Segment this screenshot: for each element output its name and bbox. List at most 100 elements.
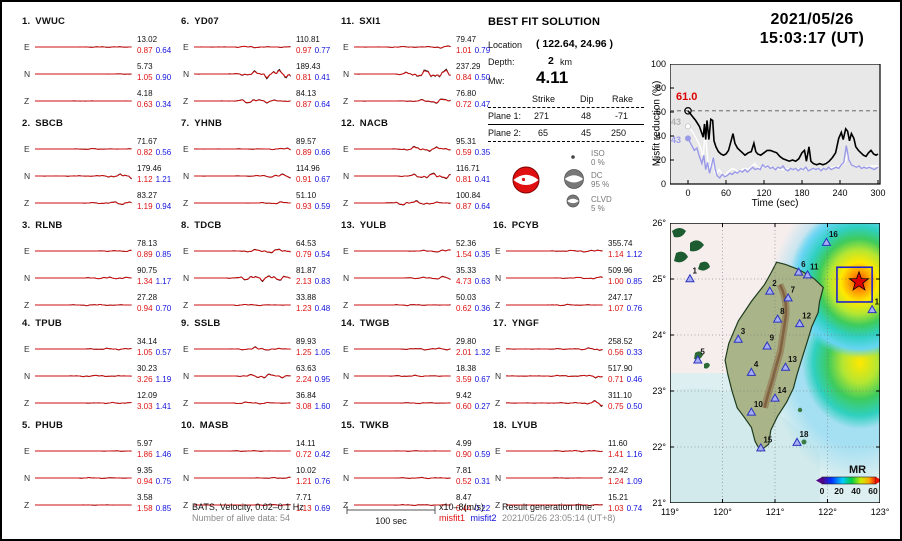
misfit2-value: 0.64: [474, 202, 491, 211]
amplitude-value: 89.93: [296, 337, 317, 346]
misfit-xtick: 300: [870, 188, 886, 198]
misfit2-value: 0.56: [155, 148, 172, 157]
station-marker: [770, 393, 780, 402]
waveform-trace: [35, 450, 132, 452]
misfit1-value: 0.75: [608, 402, 624, 411]
station-header: 15. TWKB: [341, 420, 390, 431]
component-label: E: [183, 144, 189, 154]
trace-values: 36.84 3.08 1.60: [296, 390, 336, 412]
station-code: YHNB: [194, 118, 222, 129]
component-row: N 30.23 3.26 1.19: [20, 363, 177, 389]
misfit1-value: 1.07: [608, 304, 624, 313]
misfit2-value: 1.05: [314, 348, 331, 357]
amplitude-unit-block: x10–8(m/s) misfit1 misfit2: [439, 502, 497, 524]
waveform-trace: [354, 98, 451, 104]
waveform-trace: [506, 504, 603, 507]
component-label: N: [24, 473, 31, 483]
waveform-trace: [506, 399, 603, 407]
misfit1-value: 0.71: [608, 375, 624, 384]
misfit2-legend: misfit2: [470, 513, 497, 523]
amplitude-value: 78.13: [137, 239, 158, 248]
amplitude-value: 9.35: [137, 466, 153, 475]
moment-term-name: DC: [591, 171, 603, 180]
misfit2-value: 1.46: [155, 450, 172, 459]
component-row: N 5.73 1.05 0.90: [20, 61, 177, 87]
waveform-trace: [35, 347, 132, 351]
component-row: Z 12.09 3.03 1.41: [20, 390, 177, 416]
misfit-ytick: 100: [650, 59, 666, 69]
trace-values: 3.58 1.58 0.85: [137, 492, 177, 514]
amplitude-value: 8.47: [456, 493, 472, 502]
misfit-values: 0.63 0.34: [137, 99, 177, 110]
misfit1-value: 0.62: [456, 304, 472, 313]
amplitude-value: 3.58: [137, 493, 153, 502]
col-rake: Rake: [612, 94, 634, 104]
station-marker: [794, 318, 805, 328]
misfit2-value: 1.09: [626, 477, 643, 486]
component-row: E 29.80 2.01 1.32: [339, 336, 496, 362]
trace-values: 116.71 0.81 0.41: [456, 163, 496, 185]
misfit-xtick: 0: [685, 188, 691, 198]
station-marker-label: 11: [810, 263, 819, 272]
moment-term-name: ISO: [591, 149, 605, 158]
component-label: N: [24, 171, 31, 181]
station-header: 11. SXI1: [341, 16, 381, 27]
component-label: E: [24, 344, 30, 354]
misfit-xtick: 240: [832, 188, 848, 198]
component-label: Z: [183, 198, 189, 208]
amplitude-value: 71.67: [137, 137, 158, 146]
misfit1-value: 1.05: [137, 348, 153, 357]
trace-values: 189.43 0.81 0.41: [296, 61, 336, 83]
station-code: NACB: [359, 118, 389, 129]
misfit-values: 0.90 0.59: [456, 449, 496, 460]
trace-values: 78.13 0.89 0.85: [137, 238, 177, 260]
misfit2-value: 0.67: [474, 375, 491, 384]
search-area-box: [836, 266, 873, 303]
misfit1-value: 0.91: [296, 175, 312, 184]
station-header: 3. RLNB: [22, 220, 63, 231]
waveform-trace: [354, 68, 451, 78]
trace-values: 509.96 1.00 0.85: [608, 265, 648, 287]
component-label: E: [495, 344, 501, 354]
misfit-values: 1.05 0.90: [137, 72, 177, 83]
component-row: N 116.71 0.81 0.41: [339, 163, 496, 189]
station-marker-label: 1: [692, 267, 697, 276]
component-row: N 509.96 1.00 0.85: [491, 265, 648, 291]
colorbar-tick: 40: [851, 486, 861, 496]
plane1-dip: 48: [581, 111, 592, 121]
misfit1-value: 0.81: [296, 73, 312, 82]
amplitude-value: 29.80: [456, 337, 477, 346]
component-row: Z 15.21 1.03 0.74: [491, 492, 648, 518]
misfit-values: 4.73 0.63: [456, 276, 496, 287]
moment-term-pct: 0 %: [591, 158, 605, 167]
component-row: E 79.47 1.01 0.79: [339, 34, 496, 60]
component-label: Z: [343, 300, 349, 310]
misfit2-value: 0.54: [314, 250, 331, 259]
waveform-trace: [35, 73, 132, 75]
component-row: Z 7.71 1.13 0.69: [179, 492, 336, 518]
station-header: 8. TDCB: [181, 220, 222, 231]
mw-value: 4.11: [536, 68, 569, 87]
waveform-trace: [35, 100, 132, 102]
waveform-grid: 1. VWUC E 13.02 0.87 0.64 N 5.73 1.05 0.90 Z 4.18 0…: [2, 2, 662, 513]
misfit-values: 0.89 0.66: [296, 147, 336, 158]
component-label: Z: [183, 500, 189, 510]
misfit-xtick: 60: [720, 188, 731, 198]
misfit1-value: 2.01: [456, 348, 472, 357]
misfit-values: 0.52 0.31: [456, 476, 496, 487]
component-row: N 9.35 0.94 0.75: [20, 465, 177, 491]
misfit2-value: 0.46: [626, 375, 643, 384]
amplitude-value: 84.13: [296, 89, 317, 98]
misfit2-value: 0.74: [626, 504, 643, 513]
station-marker-label: 18: [800, 430, 809, 439]
waveform-trace: [354, 450, 451, 452]
trace-values: 179.46 1.12 1.21: [137, 163, 177, 185]
map-ytick: 24°: [652, 330, 666, 340]
map-xtick: 120°: [713, 507, 732, 517]
misfit-values: 0.87 0.64: [296, 99, 336, 110]
station-marker: [783, 292, 793, 302]
trace-values: 15.21 1.03 0.74: [608, 492, 648, 514]
waveform-trace: [506, 276, 603, 280]
amplitude-value: 4.99: [456, 439, 472, 448]
component-label: Z: [495, 300, 501, 310]
